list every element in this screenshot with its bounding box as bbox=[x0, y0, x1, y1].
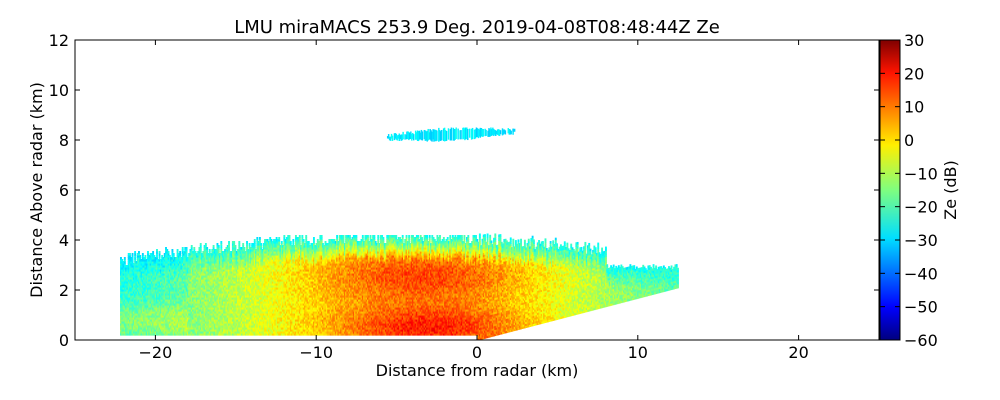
x-tick-label: 10 bbox=[628, 343, 648, 362]
lower-cloud-layer bbox=[120, 233, 679, 340]
y-tick-label: 4 bbox=[59, 231, 69, 250]
y-tick-label: 8 bbox=[59, 131, 69, 150]
colorbar-tick-label: 10 bbox=[904, 98, 924, 117]
colorbar-tick-label: 30 bbox=[904, 31, 924, 50]
colorbar bbox=[879, 39, 901, 341]
upper-cloud-layer bbox=[386, 127, 516, 142]
x-tick-label: 0 bbox=[472, 343, 482, 362]
colorbar-tick-label: −30 bbox=[904, 231, 938, 250]
colorbar-tick-label: −20 bbox=[904, 198, 938, 217]
y-axis: 0 2 4 6 8 10 12 bbox=[49, 31, 879, 350]
colorbar-tick-label: −10 bbox=[904, 164, 938, 183]
y-tick-label: 10 bbox=[49, 81, 69, 100]
colorbar-tick-label: 0 bbox=[904, 131, 914, 150]
x-axis-label: Distance from radar (km) bbox=[376, 361, 579, 380]
colorbar-tick-label: −40 bbox=[904, 264, 938, 283]
colorbar-label: Ze (dB) bbox=[941, 160, 960, 220]
y-tick-label: 12 bbox=[49, 31, 69, 50]
colorbar-tick-label: −60 bbox=[904, 331, 938, 350]
reflectivity-field bbox=[120, 127, 679, 340]
y-tick-label: 0 bbox=[59, 331, 69, 350]
colorbar-tick-label: 20 bbox=[904, 64, 924, 83]
y-tick-label: 2 bbox=[59, 281, 69, 300]
x-tick-label: −10 bbox=[299, 343, 333, 362]
x-tick-label: 20 bbox=[788, 343, 808, 362]
x-axis: −20 −10 0 10 20 bbox=[139, 40, 809, 362]
y-axis-label: Distance Above radar (km) bbox=[27, 82, 46, 298]
colorbar-axis: 30 20 10 0 −10 −20 −30 −40 −50 −60 bbox=[880, 31, 938, 350]
upper-cloud-fragment bbox=[512, 128, 516, 132]
chart-title: LMU miraMACS 253.9 Deg. 2019-04-08T08:48… bbox=[234, 17, 720, 38]
x-tick-label: −20 bbox=[139, 343, 173, 362]
colorbar-tick-label: −50 bbox=[904, 298, 938, 317]
y-tick-label: 6 bbox=[59, 181, 69, 200]
